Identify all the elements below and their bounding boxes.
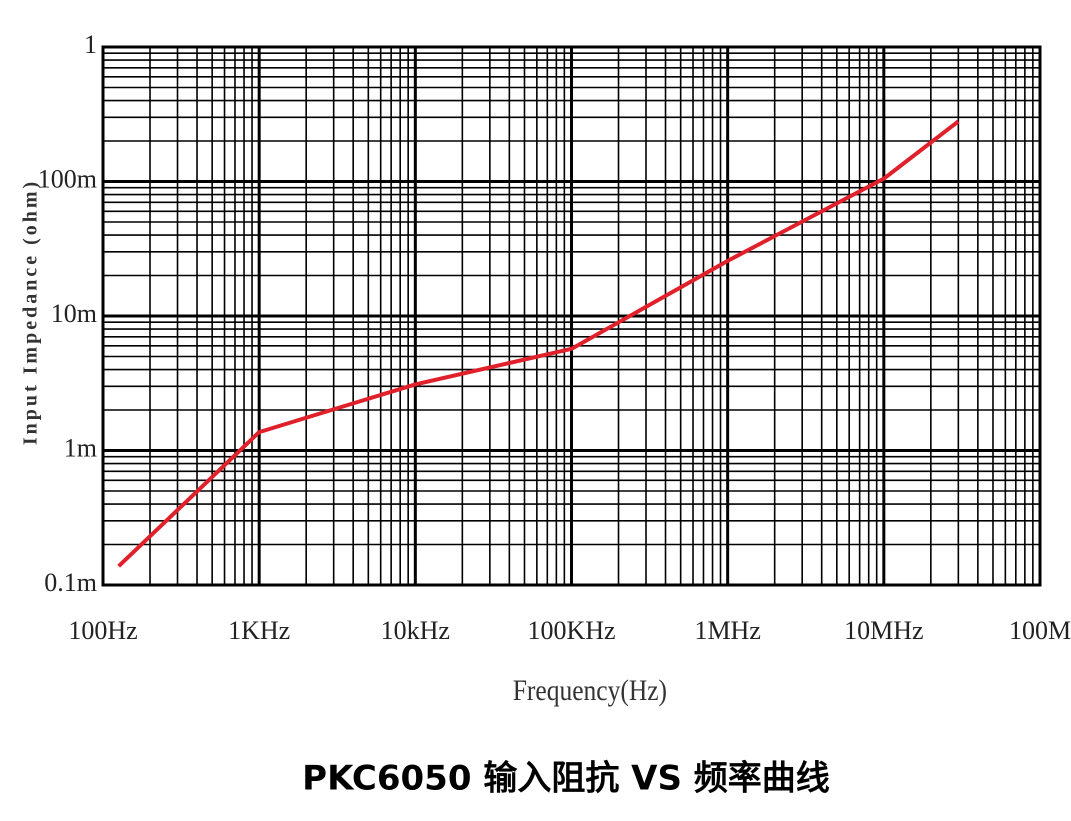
x-tick-label: 1MHz xyxy=(694,616,760,645)
chart-title: PKC6050 输入阻抗 VS 频率曲线 xyxy=(302,759,830,799)
y-axis-label: Input Impedance (ohm) xyxy=(20,179,42,445)
y-tick-label: 10m xyxy=(51,299,97,328)
y-tick-label: 100m xyxy=(38,164,97,193)
x-tick-label: 100Hz xyxy=(68,616,137,645)
data-line xyxy=(117,119,960,568)
x-tick-label: 1KHz xyxy=(228,616,290,645)
x-tick-label: 100M xyxy=(1009,616,1071,645)
x-tick-label: 10MHz xyxy=(844,616,923,645)
y-tick-label: 0.1m xyxy=(44,568,97,597)
x-axis-label: Frequency(Hz) xyxy=(513,674,667,707)
plot-frame xyxy=(101,45,1042,587)
x-tick-label: 100KHz xyxy=(527,616,615,645)
y-tick-label: 1m xyxy=(64,433,97,462)
x-tick-label: 10kHz xyxy=(381,616,450,645)
y-tick-label: 1 xyxy=(84,30,97,59)
